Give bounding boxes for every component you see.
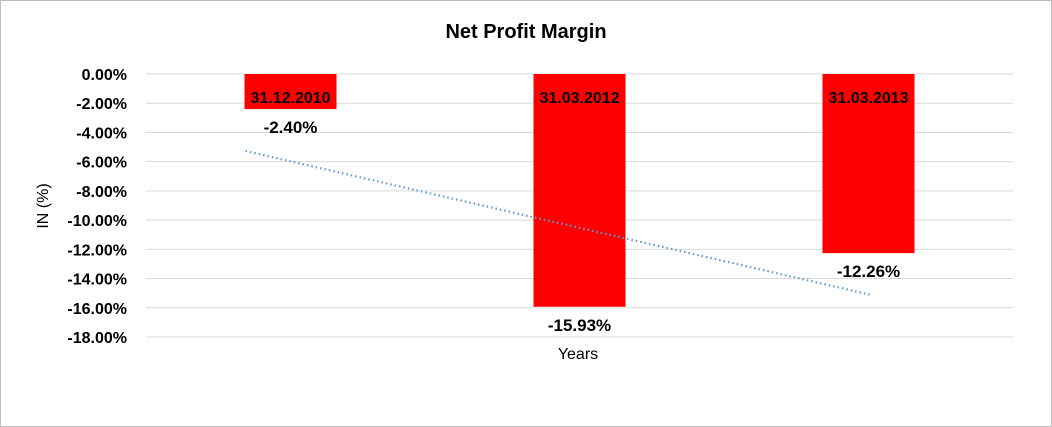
bars	[244, 74, 915, 307]
y-tick-label: -14.00%	[67, 272, 127, 289]
chart-title: Net Profit Margin	[445, 21, 606, 43]
labels: 31.12.2010 -2.40% 31.03.2012 -15.93% 31.03.2…	[250, 90, 908, 335]
data-label: -2.40%	[264, 118, 318, 137]
bar	[244, 74, 337, 110]
y-tick-label: -4.00%	[76, 125, 127, 142]
y-tick-label: -2.00%	[76, 96, 127, 113]
x-axis-label: Years	[558, 346, 598, 363]
y-tick-label: -12.00%	[67, 242, 127, 259]
y-tick-label: -16.00%	[67, 301, 127, 318]
category-label: 31.12.2010	[250, 90, 330, 107]
data-label: -15.93%	[548, 316, 611, 335]
category-label: 31.03.2012	[539, 90, 619, 107]
y-tick-label: -6.00%	[76, 155, 127, 172]
y-axis-label: IN (%)	[35, 183, 52, 228]
category-label: 31.03.2013	[828, 90, 908, 107]
y-axis-ticks: 0.00% -2.00% -4.00% -6.00% -8.00% -10.00% -12.…	[67, 67, 127, 347]
y-tick-label: -8.00%	[76, 184, 127, 201]
y-tick-label: -10.00%	[67, 213, 127, 230]
bar	[533, 74, 626, 307]
data-label: -12.26%	[837, 262, 900, 281]
y-tick-label: -18.00%	[67, 330, 127, 347]
y-tick-label: 0.00%	[82, 67, 127, 84]
bar	[822, 74, 915, 254]
